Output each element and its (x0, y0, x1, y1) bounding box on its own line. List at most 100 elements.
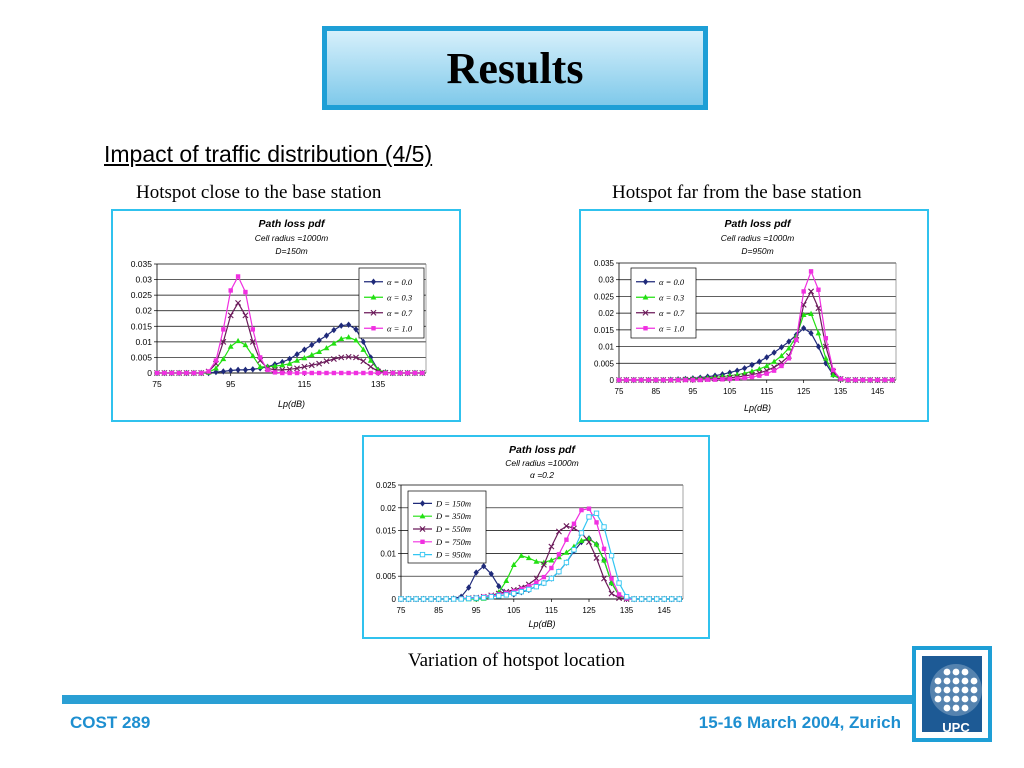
data-point-marker (294, 370, 300, 376)
legend-label: D = 150m (435, 498, 471, 508)
chart-title: Path loss pdf (259, 218, 326, 230)
data-point-marker (563, 559, 570, 566)
data-point-marker (316, 370, 322, 376)
legend-label: D = 750m (435, 537, 471, 547)
data-point-marker (370, 294, 377, 300)
data-point-marker (800, 311, 807, 318)
logo-dot (934, 677, 942, 685)
logo-dot (970, 695, 978, 703)
data-point-marker (690, 377, 696, 383)
data-point-marker (533, 575, 540, 582)
logo-dot (952, 695, 960, 703)
data-point-marker (815, 330, 822, 336)
y-tick-label: 0.005 (131, 352, 153, 362)
y-tick-label: 0.02 (380, 504, 396, 513)
data-point-marker (669, 596, 675, 602)
data-point-marker (548, 543, 555, 550)
y-tick-label: 0.01 (598, 343, 614, 352)
data-point-marker (323, 345, 330, 351)
data-point-marker (823, 336, 829, 341)
data-point-marker (324, 370, 329, 376)
data-point-marker (419, 551, 426, 558)
data-point-marker (571, 547, 577, 553)
data-point-marker (279, 358, 285, 366)
data-point-marker (571, 521, 577, 526)
slide-title: Results (446, 43, 584, 93)
data-point-marker (757, 373, 762, 378)
data-point-marker (608, 553, 615, 559)
data-point-marker (294, 351, 300, 358)
data-point-marker (525, 554, 532, 561)
data-point-marker (176, 370, 182, 376)
y-tick-label: 0.01 (380, 549, 396, 558)
data-point-marker (794, 337, 799, 343)
data-point-marker (779, 363, 784, 369)
data-point-marker (323, 358, 330, 365)
x-tick-label: 105 (723, 387, 737, 396)
chart-frame-far: Path loss pdf Cell radius =1000m D=950m 0 0.… (579, 209, 929, 422)
x-tick-label: 95 (688, 387, 697, 396)
legend-label: α = 1.0 (387, 323, 413, 333)
data-point-marker (308, 362, 315, 369)
data-point-marker (540, 561, 547, 568)
data-point-marker (676, 596, 682, 602)
data-point-marker (221, 327, 226, 332)
data-point-marker (346, 321, 352, 328)
chart-legend: D = 150m D = 350m D = 550m D = 750m D = 950m (407, 490, 487, 564)
data-point-marker (279, 362, 286, 368)
data-point-marker (586, 514, 592, 520)
data-point-marker (510, 561, 517, 567)
logo-dot (952, 686, 960, 694)
data-point-marker (683, 377, 688, 383)
data-point-marker (533, 584, 540, 590)
logo-dot (952, 677, 960, 685)
x-tick-label: 115 (760, 387, 773, 396)
x-tick-label: 85 (434, 606, 443, 615)
caption-left: Hotspot close to the base station (136, 182, 382, 203)
data-point-marker (301, 363, 308, 370)
data-point-marker (257, 363, 264, 369)
data-point-marker (638, 596, 645, 602)
data-point-marker (578, 530, 585, 536)
data-point-marker (360, 358, 367, 365)
data-point-marker (227, 312, 234, 319)
x-tick-label: 95 (472, 606, 481, 615)
data-point-marker (250, 327, 256, 332)
data-point-marker (206, 369, 211, 374)
data-point-marker (272, 370, 278, 375)
data-point-marker (242, 366, 249, 374)
data-point-marker (778, 344, 785, 351)
data-point-marker (623, 594, 630, 600)
data-point-marker (830, 371, 837, 378)
data-point-marker (586, 539, 592, 545)
data-point-marker (184, 370, 189, 376)
data-point-marker (771, 358, 778, 364)
data-point-marker (518, 589, 524, 595)
chart-legend: α = 0.0 α = 0.3 α = 0.7 α = 1.0 (630, 267, 697, 339)
data-point-marker (368, 370, 373, 376)
data-point-marker (705, 377, 710, 382)
data-point-marker (360, 346, 367, 352)
data-point-marker (250, 366, 256, 373)
data-point-marker (330, 340, 337, 346)
data-point-marker (534, 580, 539, 585)
data-point-marker (616, 592, 622, 597)
y-tick-label: 0.01 (135, 337, 152, 347)
data-point-marker (882, 377, 888, 383)
data-point-marker (511, 590, 517, 597)
data-point-marker (413, 596, 419, 602)
x-tick-label: 135 (371, 379, 385, 389)
upc-logo: UPC (912, 646, 992, 742)
data-point-marker (323, 332, 330, 339)
data-point-marker (220, 368, 226, 375)
x-tick-label: 115 (298, 379, 312, 389)
data-point-marker (257, 355, 263, 360)
data-point-marker (370, 309, 377, 316)
data-point-marker (698, 377, 703, 383)
data-point-marker (661, 596, 667, 602)
data-point-marker (734, 376, 740, 381)
data-point-marker (727, 376, 732, 382)
data-point-marker (661, 377, 666, 383)
data-point-marker (280, 370, 285, 376)
data-point-marker (420, 596, 427, 602)
